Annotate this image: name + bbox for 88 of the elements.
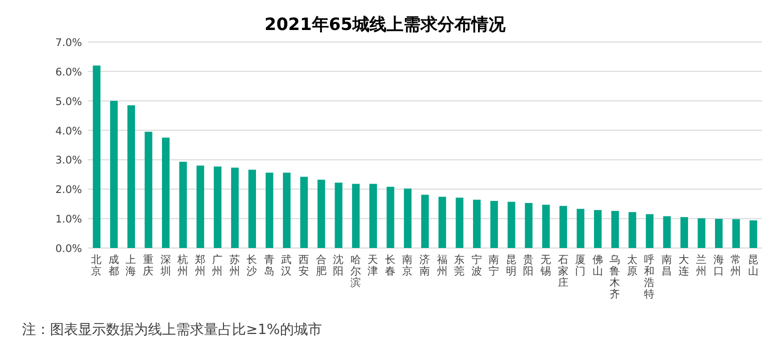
x-tick-label: 福州 — [436, 253, 448, 278]
bar — [144, 132, 152, 248]
x-tick-label: 合肥 — [316, 253, 327, 278]
x-tick-label: 贵阳 — [523, 253, 534, 278]
bar — [611, 210, 619, 248]
bar — [214, 166, 222, 248]
x-tick-label: 长春 — [384, 253, 396, 278]
bar — [248, 170, 256, 248]
y-tick-label: 0.0% — [55, 243, 82, 255]
y-tick-label: 4.0% — [55, 125, 82, 138]
bar — [663, 216, 671, 248]
x-tick-label: 宁波 — [471, 253, 482, 278]
x-tick-label: 济南 — [420, 253, 430, 278]
bar — [162, 138, 170, 248]
y-tick-label: 1.0% — [55, 214, 82, 226]
bar — [282, 172, 291, 248]
x-tick-label: 沈阳 — [333, 253, 344, 278]
y-tick-label: 7.0% — [55, 37, 82, 49]
bar — [680, 217, 688, 248]
bar — [714, 218, 723, 248]
x-tick-label: 哈尔滨 — [350, 254, 362, 289]
bar — [110, 100, 118, 248]
x-tick-label: 东莞 — [454, 253, 466, 278]
bar — [127, 105, 136, 248]
x-tick-label: 北京 — [91, 253, 102, 278]
bar — [92, 66, 100, 248]
x-tick-label: 佛山 — [592, 254, 604, 278]
x-tick-label: 苏州 — [229, 253, 240, 278]
x-tick-label: 太原 — [626, 253, 638, 278]
x-tick-label: 兰州 — [696, 253, 708, 278]
x-tick-label: 深圳 — [159, 254, 172, 278]
bar — [542, 204, 550, 248]
text: 注：图表显示数据为线上需求量占比≥1%的城市 — [22, 322, 322, 338]
x-tick-label: 昆明 — [506, 254, 517, 278]
bar — [456, 198, 464, 248]
bar — [732, 219, 740, 248]
bar — [318, 180, 326, 248]
x-tick-label: 成都 — [108, 253, 120, 278]
x-tick-label: 重庆 — [142, 253, 154, 278]
bar — [646, 214, 654, 248]
y-tick-label: 2.0% — [55, 184, 82, 196]
x-tick-label: 南宁 — [488, 253, 500, 278]
bar — [421, 194, 429, 248]
x-tick-label: 海口 — [713, 254, 724, 278]
bar — [334, 182, 342, 248]
x-tick-label: 呼和浩特 — [644, 253, 656, 300]
bar — [508, 202, 516, 248]
bar — [576, 208, 584, 248]
bar — [300, 176, 308, 248]
x-tick-label: 乌鲁木齐 — [610, 254, 621, 300]
bar — [369, 184, 377, 248]
bar — [231, 168, 239, 248]
bar — [196, 166, 204, 248]
bar — [628, 212, 636, 248]
x-tick-label: 南京 — [402, 253, 414, 278]
x-tick-label: 长沙 — [246, 253, 258, 278]
bar — [386, 186, 394, 248]
bar — [266, 172, 274, 248]
chart-title: 2021年65城线上需求分布情况 — [264, 15, 506, 35]
bar — [559, 206, 568, 248]
y-tick-label: 5.0% — [55, 96, 82, 108]
bar — [490, 200, 498, 248]
x-tick-label: 厦门 — [575, 254, 586, 278]
x-tick-label: 常州 — [730, 253, 742, 278]
x-tick-label: 杭州 — [176, 253, 189, 278]
x-tick-label: 广州 — [212, 253, 224, 278]
bar — [438, 196, 446, 248]
bar — [404, 188, 412, 248]
x-tick-label: 郑州 — [194, 254, 206, 278]
x-tick-label: 上海 — [126, 253, 137, 278]
x-tick-label: 西安 — [298, 254, 310, 278]
x-tick-label: 南昌 — [661, 253, 672, 278]
x-tick-label: 天津 — [368, 254, 379, 278]
bar — [594, 210, 602, 248]
bar — [179, 162, 187, 248]
x-tick-label: 大连 — [678, 253, 690, 278]
x-tick-label: 石家庄 — [558, 254, 569, 289]
y-tick-label: 3.0% — [55, 154, 82, 167]
x-tick-label: 无锡 — [539, 254, 552, 278]
bar — [524, 202, 532, 248]
x-tick-label: 青岛 — [264, 253, 275, 278]
bar — [473, 200, 481, 248]
bar — [750, 220, 758, 248]
bar — [352, 184, 360, 248]
bar — [698, 218, 706, 248]
y-tick-label: 6.0% — [55, 66, 82, 78]
x-tick-label: 武汉 — [281, 253, 292, 278]
x-tick-label: 昆山 — [748, 254, 759, 278]
